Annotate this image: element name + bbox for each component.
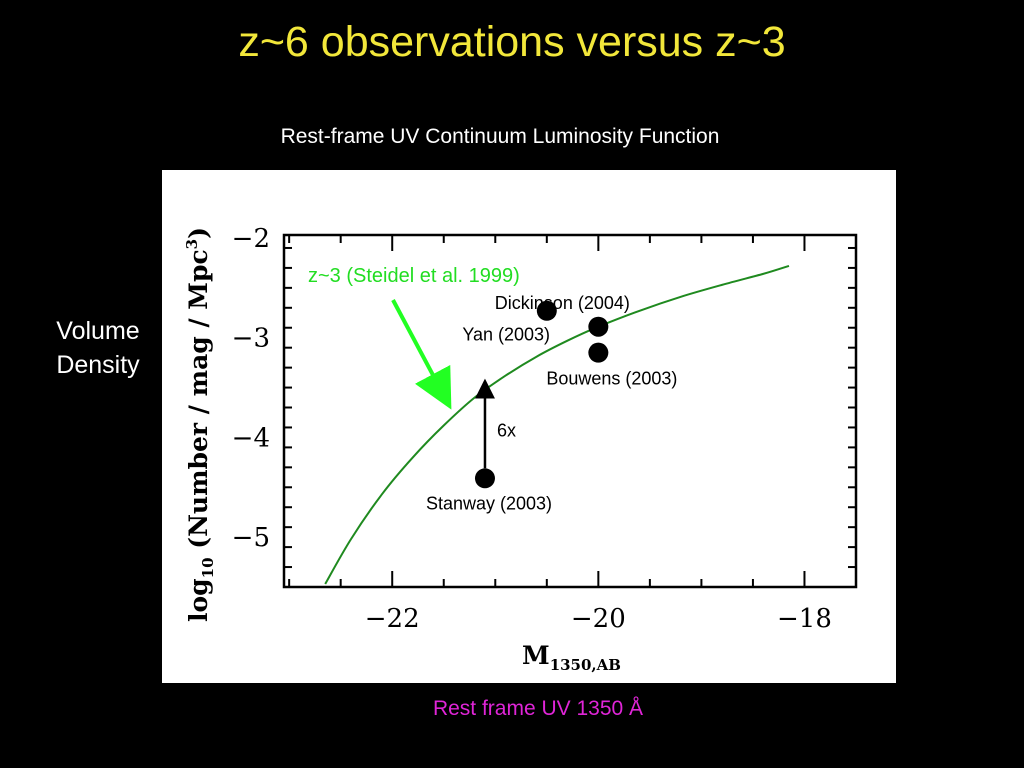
- six-x-label: 6x: [497, 420, 516, 440]
- y-axis-title-rest: (Number / mag / Mpc: [184, 249, 213, 557]
- data-point: [588, 316, 609, 337]
- y-tick-label: −5: [232, 523, 270, 553]
- y-axis-title: log10 (Number / mag / Mpc3): [183, 227, 217, 622]
- data-points: Dickinson (2004) Yan (2003) Bouwens (2003)…: [426, 293, 677, 514]
- y-axis-title-main: log: [184, 578, 213, 622]
- curve-pointer-arrow: [391, 299, 452, 410]
- y-tick-label: −4: [232, 423, 270, 453]
- x-axis-title: M1350,AB: [522, 641, 621, 674]
- y-axis-title-sub: 10: [199, 557, 217, 578]
- y-axis-title-end: ): [184, 227, 213, 239]
- y-axis-title-sup: 3: [183, 239, 201, 249]
- x-axis-title-sub: 1350,AB: [550, 656, 621, 674]
- data-point-label: Stanway (2003): [426, 493, 552, 513]
- data-point-label: Dickinson (2004): [495, 293, 630, 313]
- data-point: [536, 300, 557, 321]
- x-tick-label: −20: [571, 604, 626, 634]
- side-label-line1: Volume: [56, 317, 140, 345]
- data-point: [474, 468, 495, 489]
- slide-title: z~6 observations versus z~3: [238, 18, 786, 66]
- x-tick-label: −22: [365, 604, 420, 634]
- axis-ticks: [284, 235, 857, 588]
- x-axis-title-main: M: [522, 641, 550, 670]
- y-tick-label: −2: [232, 224, 270, 254]
- plot-frame: [282, 233, 858, 589]
- luminosity-function-plot: −22 −20 −18 −2 −3 −4 −5 6x Dickinson (2004) Yan…: [183, 224, 858, 674]
- data-point-label: Yan (2003): [462, 325, 550, 345]
- tick-labels: −22 −20 −18 −2 −3 −4 −5: [232, 224, 832, 634]
- data-point-label: Bouwens (2003): [546, 369, 677, 389]
- chart-subtitle: Rest-frame UV Continuum Luminosity Funct…: [280, 125, 720, 148]
- plot-panel: −22 −20 −18 −2 −3 −4 −5 6x Dickinson (2004) Yan…: [162, 170, 896, 683]
- curve-label: z~3 (Steidel et al. 1999): [308, 265, 520, 287]
- data-point: [588, 342, 609, 363]
- x-tick-label: −18: [777, 604, 832, 634]
- side-label-line2: Density: [56, 351, 140, 379]
- volume-density-label: Volume Density: [40, 314, 156, 382]
- footer-caption: Rest frame UV 1350 Å: [432, 697, 644, 720]
- z3-luminosity-curve: [324, 264, 790, 585]
- y-tick-label: −3: [232, 324, 270, 354]
